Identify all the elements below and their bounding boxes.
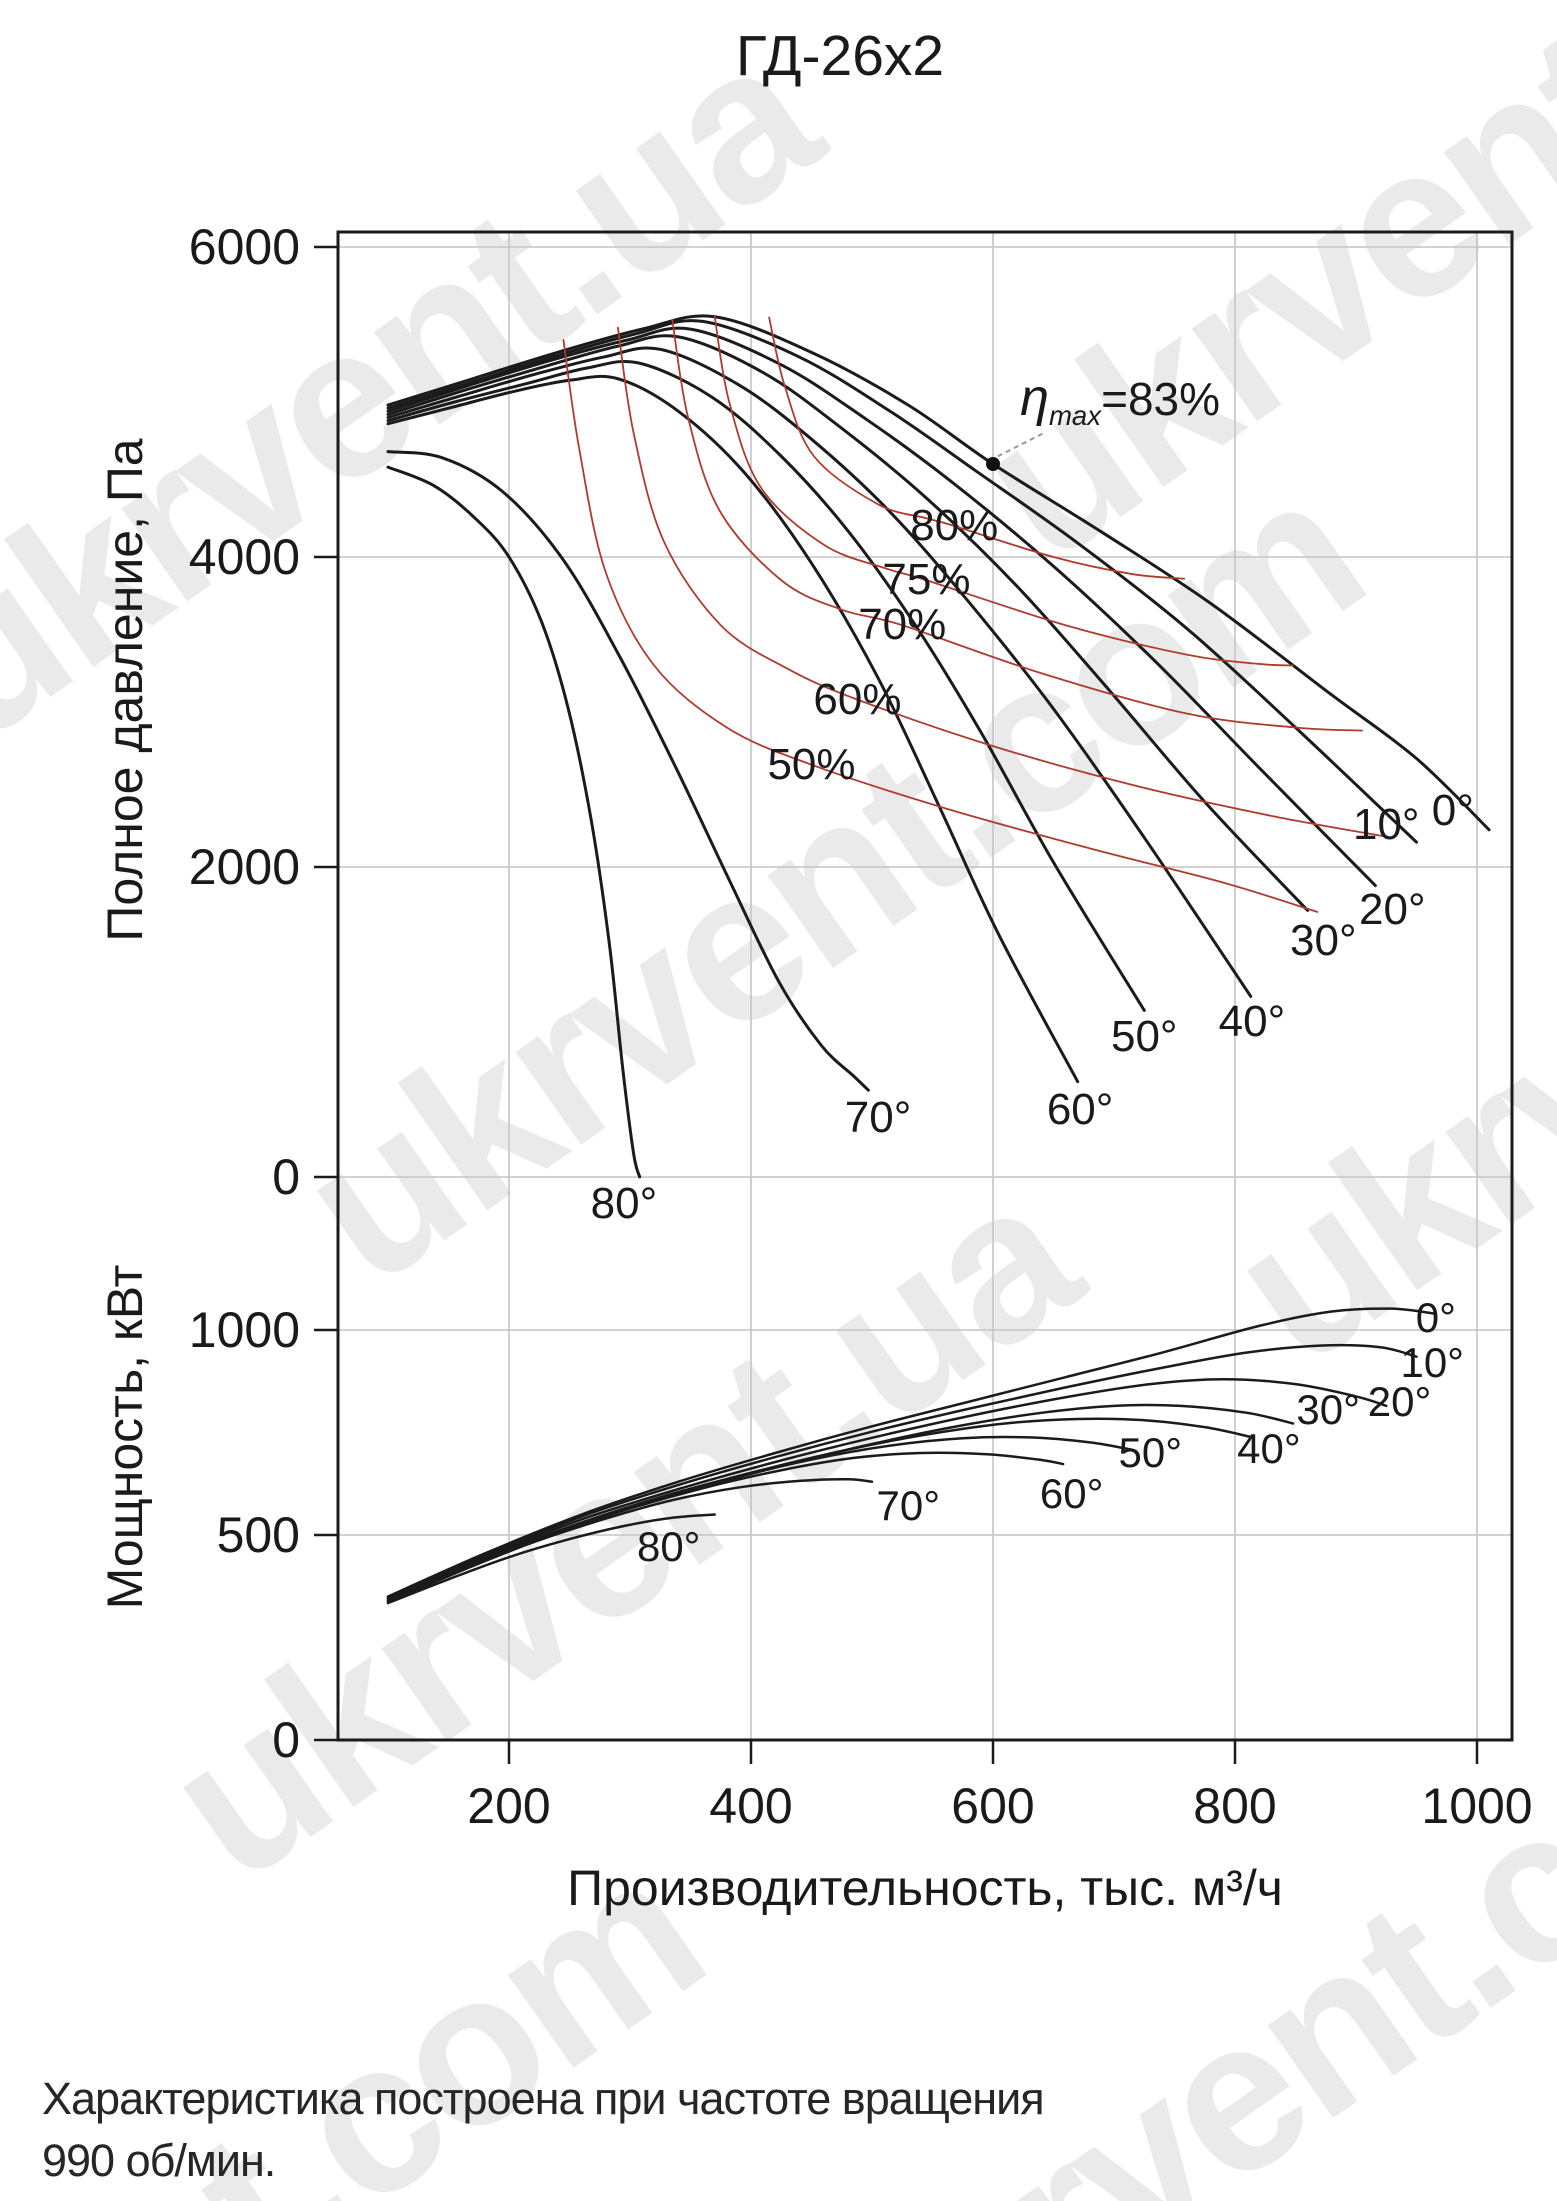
efficiency-label-60%: 60% <box>813 674 902 724</box>
eta-symbol: η <box>1020 369 1049 428</box>
power-curve-label-60°: 60° <box>1039 1470 1104 1517</box>
power-tick-1000: 1000 <box>188 1302 300 1358</box>
pressure-curve-label-50°: 50° <box>1110 1011 1178 1061</box>
power-tick-0: 0 <box>272 1712 300 1768</box>
power-curve-label-70°: 70° <box>876 1482 941 1530</box>
pressure-tick-2000: 2000 <box>188 839 300 895</box>
power-axis-title: Мощность, кВт <box>97 1264 153 1610</box>
pressure-curve-label-80°: 80° <box>590 1179 658 1229</box>
x-axis-title: Производительность, тыс. м³/ч <box>567 1860 1283 1916</box>
x-tick-600: 600 <box>951 1778 1035 1834</box>
eta-max-annotation: ηmax=83% <box>1020 368 1220 432</box>
efficiency-label-80%: 80% <box>910 501 999 550</box>
caption-line-2: 990 об/мин. <box>42 2135 276 2187</box>
x-tick-400: 400 <box>709 1778 793 1834</box>
efficiency-label-50%: 50% <box>767 739 856 789</box>
pressure-axis-title: Полное давление, Па <box>97 438 153 942</box>
pressure-tick-0: 0 <box>272 1149 300 1205</box>
page-title: ГД-26х2 <box>735 24 945 88</box>
eta-subscript: max <box>1048 400 1102 432</box>
x-tick-800: 800 <box>1193 1778 1277 1834</box>
power-curve-label-30°: 30° <box>1296 1385 1360 1433</box>
power-curve-label-50°: 50° <box>1118 1429 1183 1476</box>
pressure-curve-label-0°: 0° <box>1431 786 1474 836</box>
pressure-curve-label-30°: 30° <box>1290 916 1357 966</box>
power-tick-500: 500 <box>216 1507 300 1563</box>
eta-value: =83% <box>1101 373 1221 426</box>
power-curve-label-80°: 80° <box>636 1523 701 1571</box>
power-curve-label-0°: 0° <box>1415 1293 1456 1341</box>
pressure-curve-label-40°: 40° <box>1218 997 1286 1046</box>
pressure-curve-label-20°: 20° <box>1359 885 1426 935</box>
pressure-tick-6000: 6000 <box>188 219 300 275</box>
caption: Характеристика построена при частоте вра… <box>42 2068 1045 2192</box>
x-tick-1000: 1000 <box>1421 1778 1533 1834</box>
pressure-curve-label-10°: 10° <box>1352 800 1420 850</box>
pressure-curve-label-60°: 60° <box>1046 1085 1114 1135</box>
pressure-tick-4000: 4000 <box>188 529 300 585</box>
pressure-curve-label-70°: 70° <box>844 1093 912 1143</box>
power-curve-label-40°: 40° <box>1237 1424 1301 1472</box>
efficiency-label-70%: 70% <box>858 600 947 650</box>
power-curve-label-10°: 10° <box>1400 1338 1464 1386</box>
caption-line-1: Характеристика построена при частоте вра… <box>42 2073 1045 2124</box>
efficiency-label-75%: 75% <box>882 555 971 605</box>
x-tick-200: 200 <box>467 1778 551 1834</box>
power-curve-label-20°: 20° <box>1367 1377 1432 1425</box>
